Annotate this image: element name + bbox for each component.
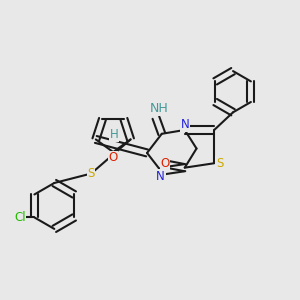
Text: N: N — [156, 170, 165, 183]
Text: H: H — [110, 128, 118, 141]
Text: NH: NH — [149, 102, 168, 115]
Text: O: O — [109, 152, 118, 164]
Text: S: S — [87, 167, 95, 180]
Text: O: O — [160, 157, 169, 170]
Text: Cl: Cl — [14, 211, 26, 224]
Text: N: N — [181, 118, 189, 131]
Text: S: S — [216, 157, 223, 170]
